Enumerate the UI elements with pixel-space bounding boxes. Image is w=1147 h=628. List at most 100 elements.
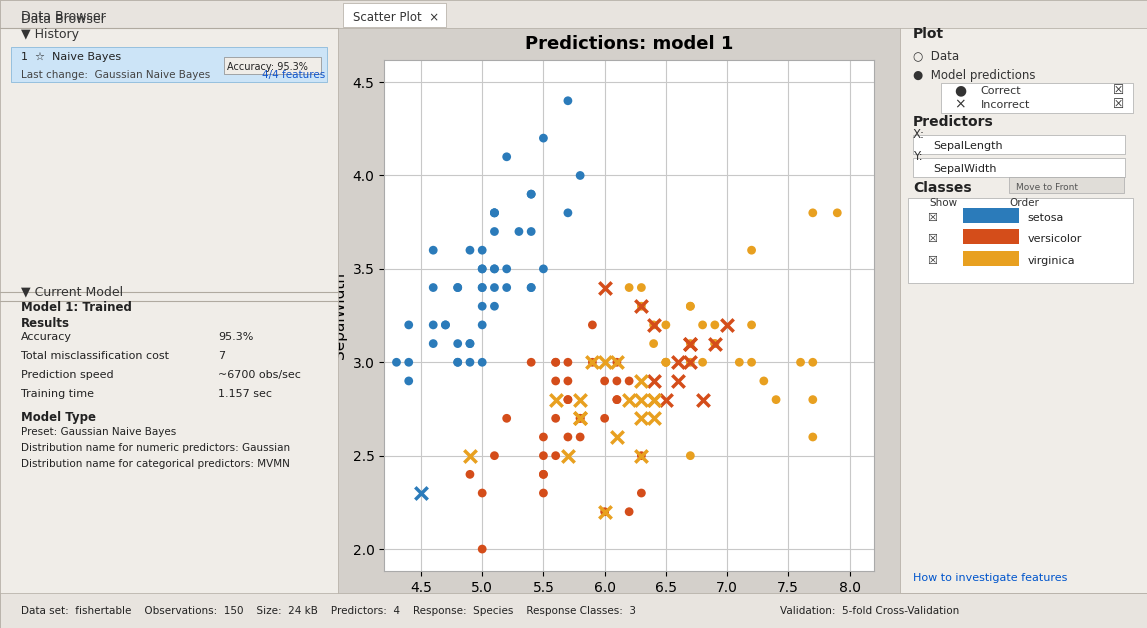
Text: 1.157 sec: 1.157 sec bbox=[218, 389, 272, 399]
Point bbox=[485, 208, 504, 218]
Point bbox=[608, 432, 626, 442]
Text: Total misclassification cost: Total misclassification cost bbox=[21, 351, 169, 361]
Point bbox=[399, 320, 418, 330]
Point bbox=[645, 413, 663, 423]
Point bbox=[473, 544, 491, 554]
Point bbox=[535, 488, 553, 498]
Point bbox=[412, 488, 430, 498]
Point bbox=[473, 283, 491, 293]
Text: Prediction speed: Prediction speed bbox=[21, 370, 114, 380]
Point bbox=[804, 432, 822, 442]
Point bbox=[705, 338, 724, 349]
Point bbox=[571, 413, 590, 423]
Point bbox=[559, 432, 577, 442]
Text: Distribution name for categorical predictors: MVMN: Distribution name for categorical predic… bbox=[21, 459, 289, 469]
Point bbox=[399, 357, 418, 367]
Point bbox=[742, 245, 760, 255]
Text: 7: 7 bbox=[218, 351, 225, 361]
Point bbox=[485, 301, 504, 311]
Text: Correct: Correct bbox=[981, 86, 1021, 96]
Point bbox=[473, 301, 491, 311]
Point bbox=[522, 189, 540, 199]
Point bbox=[657, 357, 676, 367]
Point bbox=[388, 357, 406, 367]
Point bbox=[571, 413, 590, 423]
Text: ▼ History: ▼ History bbox=[21, 28, 79, 41]
Text: Y:: Y: bbox=[913, 150, 922, 163]
Point bbox=[657, 320, 676, 330]
Point bbox=[595, 376, 614, 386]
Point bbox=[448, 357, 467, 367]
Point bbox=[498, 264, 516, 274]
Point bbox=[571, 170, 590, 180]
Point bbox=[571, 432, 590, 442]
Point bbox=[681, 338, 700, 349]
Text: ☒: ☒ bbox=[1113, 98, 1124, 111]
Point bbox=[742, 357, 760, 367]
Text: X:: X: bbox=[913, 128, 924, 141]
Point bbox=[632, 394, 650, 404]
Point bbox=[473, 320, 491, 330]
Text: ~6700 obs/sec: ~6700 obs/sec bbox=[218, 370, 301, 380]
Point bbox=[546, 451, 564, 461]
Point bbox=[559, 451, 577, 461]
Point bbox=[705, 338, 724, 349]
Point bbox=[595, 413, 614, 423]
Point bbox=[619, 283, 638, 293]
Point bbox=[583, 357, 601, 367]
Point bbox=[645, 320, 663, 330]
Point bbox=[595, 507, 614, 517]
Text: Order: Order bbox=[1009, 198, 1039, 208]
Text: Data set:  fishertable    Observations:  150    Size:  24 kB    Predictors:  4  : Data set: fishertable Observations: 150 … bbox=[21, 606, 635, 616]
Point bbox=[608, 394, 626, 404]
Point bbox=[657, 357, 676, 367]
Point bbox=[546, 413, 564, 423]
Point bbox=[448, 357, 467, 367]
Point bbox=[755, 376, 773, 386]
Point bbox=[461, 338, 479, 349]
Point bbox=[559, 394, 577, 404]
Point bbox=[681, 338, 700, 349]
Point bbox=[522, 283, 540, 293]
Text: Distribution name for numeric predictors: Gaussian: Distribution name for numeric predictors… bbox=[21, 443, 290, 453]
Point bbox=[681, 357, 700, 367]
Point bbox=[485, 208, 504, 218]
Point bbox=[522, 227, 540, 237]
Text: Model 1: Trained: Model 1: Trained bbox=[21, 301, 132, 314]
Point bbox=[461, 338, 479, 349]
Text: Validation:  5-fold Cross-Validation: Validation: 5-fold Cross-Validation bbox=[780, 606, 959, 616]
Point bbox=[485, 208, 504, 218]
Point bbox=[681, 301, 700, 311]
Point bbox=[791, 357, 810, 367]
Point bbox=[669, 357, 687, 367]
Point bbox=[731, 357, 749, 367]
Point bbox=[559, 376, 577, 386]
Point bbox=[595, 283, 614, 293]
Point bbox=[619, 507, 638, 517]
Point bbox=[436, 320, 454, 330]
Point bbox=[571, 413, 590, 423]
Point bbox=[498, 152, 516, 162]
Point bbox=[473, 357, 491, 367]
Point bbox=[645, 320, 663, 330]
Point bbox=[424, 283, 443, 293]
X-axis label: SepalLength: SepalLength bbox=[582, 601, 677, 616]
Point bbox=[583, 320, 601, 330]
Point bbox=[681, 451, 700, 461]
Text: Plot: Plot bbox=[913, 26, 944, 41]
Point bbox=[509, 227, 528, 237]
Point bbox=[595, 357, 614, 367]
Point bbox=[448, 283, 467, 293]
Point bbox=[559, 95, 577, 106]
Point bbox=[681, 338, 700, 349]
Text: How to investigate features: How to investigate features bbox=[913, 573, 1068, 583]
Point bbox=[535, 432, 553, 442]
Text: Show: Show bbox=[929, 198, 958, 208]
Text: virginica: virginica bbox=[1028, 256, 1076, 266]
Point bbox=[804, 208, 822, 218]
Point bbox=[595, 507, 614, 517]
Point bbox=[546, 394, 564, 404]
Point bbox=[645, 394, 663, 404]
Text: Move to Front: Move to Front bbox=[1016, 183, 1078, 192]
Text: Classes: Classes bbox=[913, 180, 972, 195]
